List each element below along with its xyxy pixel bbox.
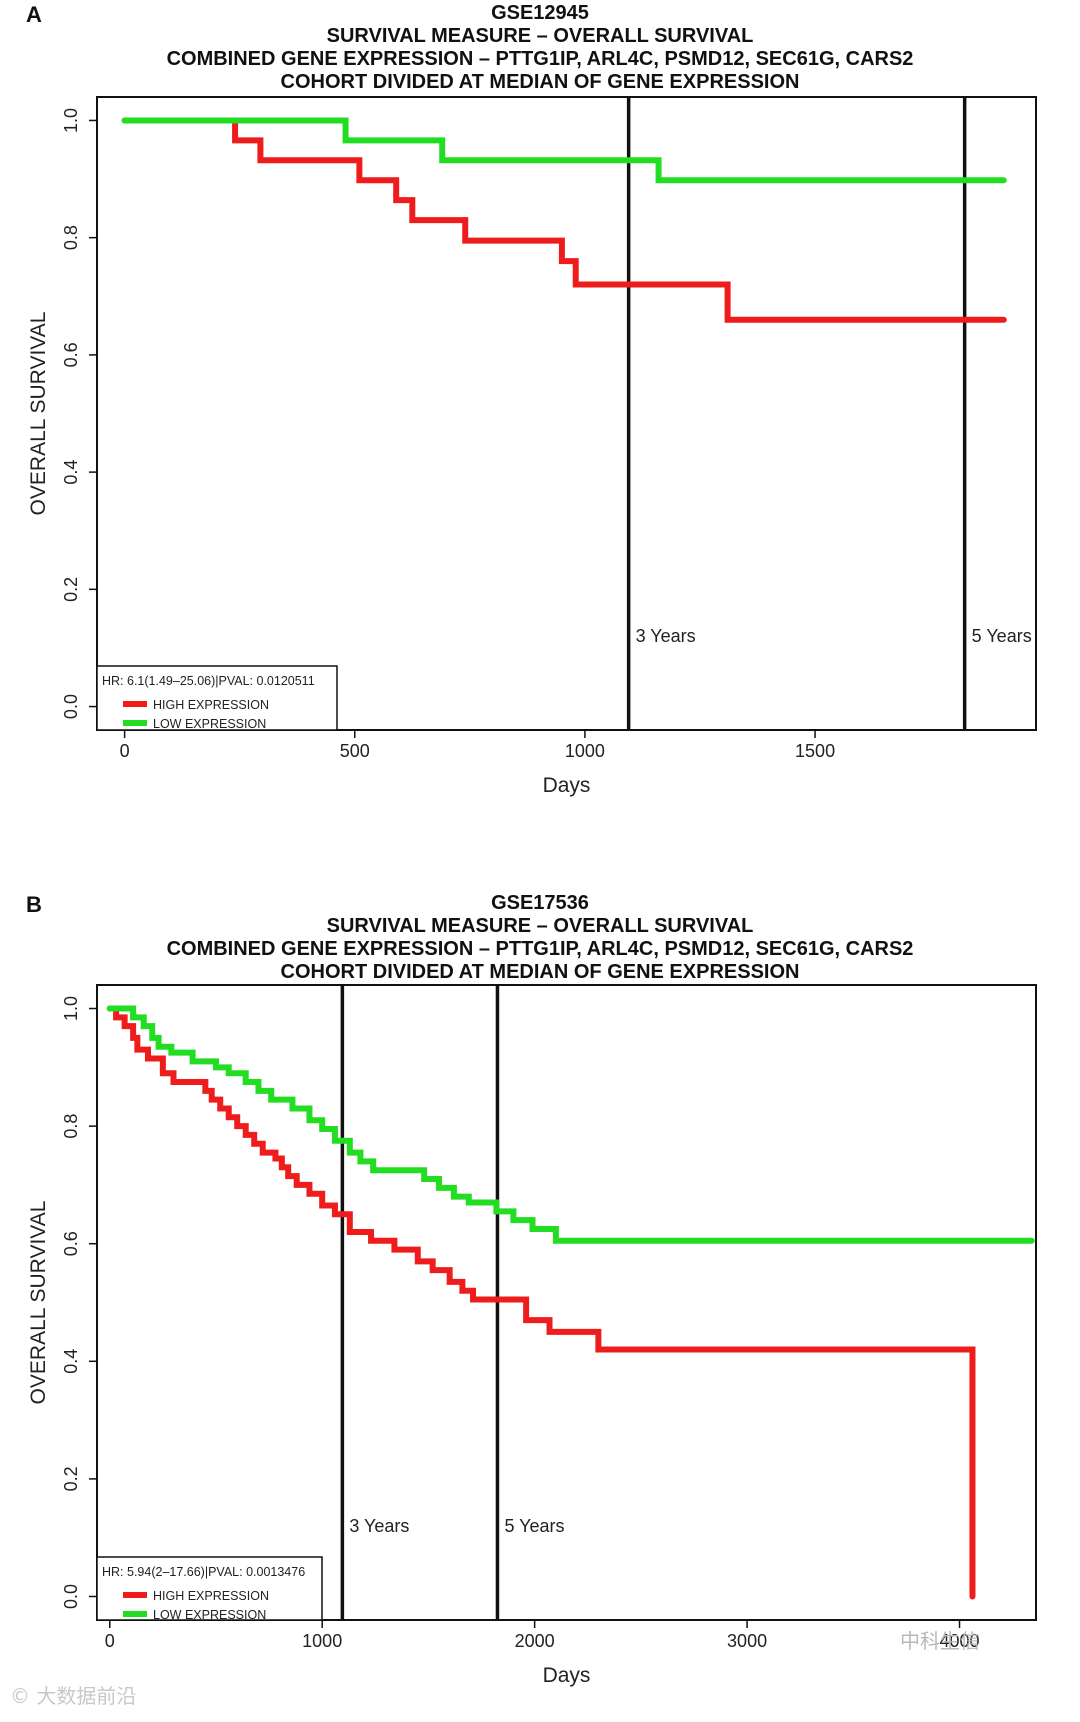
- panel-a-title-line-2: SURVIVAL MEASURE – OVERALL SURVIVAL: [326, 25, 754, 47]
- watermark-right: 中科生信: [900, 1629, 980, 1653]
- x-axis-label: Days: [543, 1664, 591, 1687]
- x-tick-label: 0: [105, 1631, 115, 1651]
- survival-chart-a: 0 500 1000 1500 0.0 0.2 0.4 0.6 0.8 1.0 Days OVERAL…: [27, 96, 1037, 797]
- survival-curve-high-expression: [121, 117, 1007, 323]
- panel-b-title-line-2: SURVIVAL MEASURE – OVERALL SURVIVAL: [326, 915, 754, 937]
- year-marker-label: 3 Years: [349, 1516, 409, 1536]
- x-tick-label: 1000: [565, 741, 605, 761]
- survival-curve-high-expression: [106, 1005, 976, 1600]
- panel-a-title-line-3: COMBINED GENE EXPRESSION – PTTG1IP, ARL4…: [166, 48, 914, 70]
- y-tick-label: 0.6: [61, 1231, 81, 1256]
- panel-b-title-line-3: COMBINED GENE EXPRESSION – PTTG1IP, ARL4…: [166, 938, 914, 960]
- panel-b-label: B: [26, 892, 42, 917]
- y-tick-label: 0.4: [61, 1349, 81, 1374]
- y-tick-label: 0.8: [61, 1114, 81, 1139]
- x-axis-label: Days: [543, 774, 591, 797]
- y-tick-label: 1.0: [61, 996, 81, 1021]
- watermark-left: © 大数据前沿: [10, 1684, 137, 1708]
- panel-b-title-line-1: GSE17536: [491, 892, 589, 914]
- x-tick-label: 2000: [515, 1631, 555, 1651]
- x-tick-label: 1000: [302, 1631, 342, 1651]
- legend-box: [96, 665, 338, 731]
- y-tick-label: 0.2: [61, 577, 81, 602]
- panel-a-title-line-4: COHORT DIVIDED AT MEDIAN OF GENE EXPRESS…: [280, 71, 800, 93]
- legend-stat: HR: 6.1(1.49–25.06)|PVAL: 0.0120511: [102, 674, 315, 688]
- year-marker-label: 5 Years: [504, 1516, 564, 1536]
- y-tick-label: 0.8: [61, 225, 81, 250]
- y-tick-label: 1.0: [61, 108, 81, 133]
- panel-a-title-line-1: GSE12945: [491, 2, 589, 24]
- legend-label: HIGH EXPRESSION: [153, 1589, 269, 1603]
- year-marker-label: 5 Years: [972, 626, 1032, 646]
- y-tick-label: 0.0: [61, 1584, 81, 1609]
- legend-label: HIGH EXPRESSION: [153, 698, 269, 712]
- y-axis-label: OVERALL SURVIVAL: [27, 1201, 50, 1405]
- x-tick-label: 1500: [795, 741, 835, 761]
- legend-label: LOW EXPRESSION: [153, 1608, 266, 1622]
- y-axis-label: OVERALL SURVIVAL: [27, 312, 50, 516]
- legend-label: LOW EXPRESSION: [153, 717, 266, 731]
- panel-b-title: GSE17536 SURVIVAL MEASURE – OVERALL SURV…: [0, 892, 1080, 984]
- legend-stat: HR: 5.94(2–17.66)|PVAL: 0.0013476: [102, 1565, 305, 1579]
- survival-curve-low-expression: [121, 117, 1007, 184]
- legend-box: [96, 1556, 323, 1621]
- panel-a-title: GSE12945 SURVIVAL MEASURE – OVERALL SURV…: [0, 2, 1080, 94]
- x-tick-label: 0: [120, 741, 130, 761]
- survival-curve-low-expression: [106, 1005, 1035, 1244]
- y-tick-label: 0.6: [61, 342, 81, 367]
- plot-frame: [96, 984, 1037, 1621]
- x-tick-label: 3000: [727, 1631, 767, 1651]
- y-tick-label: 0.4: [61, 460, 81, 485]
- y-tick-label: 0.2: [61, 1466, 81, 1491]
- year-marker-label: 3 Years: [636, 626, 696, 646]
- panel-a-label: A: [26, 2, 42, 27]
- panel-b-title-line-4: COHORT DIVIDED AT MEDIAN OF GENE EXPRESS…: [280, 961, 800, 983]
- x-tick-label: 4000: [939, 1631, 979, 1651]
- x-tick-label: 500: [340, 741, 370, 761]
- y-tick-label: 0.0: [61, 694, 81, 719]
- survival-chart-b: 0 1000 2000 3000 4000 0.0 0.2 0.4 0.6 0.8 1.0 Days O…: [27, 984, 1037, 1687]
- plot-frame: [96, 96, 1037, 731]
